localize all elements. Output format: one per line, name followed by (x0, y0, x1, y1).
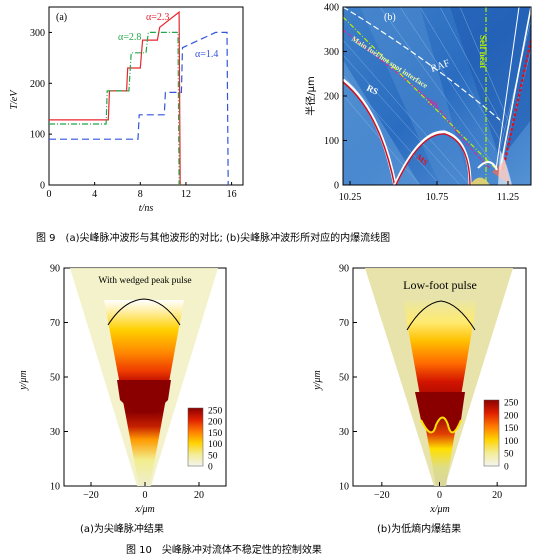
fig10-right-xtick-label: 20 (492, 490, 502, 501)
fig10-left-ytick-label: 90 (50, 264, 60, 275)
fig10-right-ytick-label: 70 (339, 318, 349, 329)
panel-a-ytick-label: 0 (40, 181, 45, 192)
fig10-right-ytick-label: 50 (339, 373, 349, 384)
fig10-right-colorbar-label: 250 (504, 399, 519, 409)
fig10-right-xlabel: x/μm (429, 504, 449, 515)
fig10-left-title: With wedged peak pulse (98, 276, 191, 286)
panel-a-tag: (a) (56, 12, 67, 23)
panel-a-ticks: 0 4 8 12 16 0 100 200 300 (30, 28, 237, 200)
panel-b-tag: (b) (384, 12, 396, 23)
panel-a-xtick-label: 4 (92, 189, 97, 200)
fig10-right-colorbar (483, 399, 500, 467)
panel-b-streamline-plot: 10.25 10.75 11.25 0 100 200 300 400 (b) 半径/μm R… (304, 3, 532, 204)
fig10-left-colorbar-label: 200 (208, 418, 223, 428)
panel-a-ytick-label: 100 (30, 130, 45, 141)
fig10-left-xtick-label: 20 (194, 490, 204, 501)
fig10-left-colorbar-label: 100 (208, 440, 223, 450)
panel-a-plot-frame (48, 6, 244, 186)
fig10-right-ytick-label: 30 (339, 427, 349, 438)
fig10-left-ytick-label: 30 (50, 427, 60, 438)
fig10-right-ylabel: y/μm (312, 370, 323, 390)
fig10-right-colorbar-label: 100 (504, 437, 519, 447)
figure10-caption: 图 10 尖峰脉冲对流体不稳定性的控制效果 (126, 545, 322, 556)
series-alpha-2-3 (49, 10, 181, 186)
fig10-right-colorbar-label: 50 (504, 450, 514, 460)
panel-b-ytick-label: 400 (324, 3, 339, 14)
figure10-left-subcaption: (a)为尖峰脉冲结果 (80, 524, 164, 535)
panel-a-xlabel: t/ns (139, 203, 154, 214)
panel-a-ytick-label: 200 (30, 79, 45, 90)
fig10-left-xlabel: x/μm (134, 504, 154, 515)
panel-a-xtick-label: 12 (181, 189, 191, 200)
panel-a-xtick-label: 8 (138, 189, 143, 200)
fig10-right-colorbar-ticks: 250 200 150 100 50 0 (504, 399, 519, 473)
panel-b-ytick-label: 200 (324, 92, 339, 103)
fig10-left-colorbar (187, 407, 204, 467)
fig10-right-ytick-label: 10 (339, 482, 349, 493)
panel-a-ytick-label: 300 (30, 28, 45, 39)
panel-b-ytick-label: 0 (334, 181, 339, 192)
fig10-right-xtick-label: −20 (374, 490, 390, 501)
panel-b-ytick-label: 100 (324, 136, 339, 147)
panel-b-ytick-label: 300 (324, 47, 339, 58)
series-alpha-1-4 (49, 31, 229, 186)
legend-alpha-2-8: α=2.8 (118, 32, 141, 43)
fig10-left-colorbar-label: 50 (208, 451, 218, 461)
fig10-left-colorbar-label: 0 (208, 463, 213, 473)
fig10-right-ticks: −20 0 20 10 30 50 70 90 (339, 264, 502, 502)
series-alpha-2-8 (49, 31, 180, 186)
panel-b-ylabel: 半径/μm (304, 76, 317, 115)
panel-b-xtick-label: 11.25 (497, 192, 519, 203)
panel-b-xtick-label: 10.25 (339, 192, 362, 203)
panel-a-line-chart: 0 4 8 12 16 0 100 200 300 (a) T/eV t/ns α=2.3 α=… (9, 6, 244, 214)
fig10-right-panel: −20 0 20 10 30 50 70 90 Low-foot pulse y/μm x/μ… (312, 264, 527, 515)
legend-alpha-2-3: α=2.3 (146, 12, 169, 23)
fig10-left-ylabel: y/μm (18, 370, 29, 390)
fig10-left-ytick-label: 70 (50, 318, 60, 329)
fig10-right-ytick-label: 90 (339, 264, 349, 275)
fig10-left-ticks: −20 0 20 10 30 50 70 90 (50, 264, 204, 502)
label-es: ES (427, 98, 440, 111)
panel-b-xtick-label: 10.75 (426, 192, 449, 203)
fig10-left-ytick-label: 10 (50, 482, 60, 493)
figure10-right-subcaption: (b)为低熵内爆结果 (377, 524, 462, 535)
fig10-left-xtick-label: 0 (143, 490, 148, 501)
fig10-right-xtick-label: 0 (437, 490, 442, 501)
fig10-right-colorbar-label: 0 (504, 463, 509, 473)
legend-alpha-1-4: α=1.4 (195, 49, 218, 60)
fig10-right-colorbar-label: 150 (504, 424, 519, 434)
fig10-left-xtick-label: −20 (83, 490, 99, 501)
fig10-left-colorbar-label: 250 (208, 407, 223, 417)
panel-a-xtick-label: 0 (47, 189, 52, 200)
fig10-left-ytick-label: 50 (50, 373, 60, 384)
panel-a-series (49, 10, 229, 186)
fig10-left-colorbar-label: 150 (208, 429, 223, 439)
panel-a-xtick-label: 16 (227, 189, 237, 200)
figure9-caption: 图 9 (a)尖峰脉冲波形与其他波形的对比; (b)尖峰脉冲波形所对应的内爆流线… (36, 233, 391, 244)
label-rs: RS (365, 83, 380, 97)
panel-a-ylabel: T/eV (9, 89, 20, 110)
label-self-heat: Self heat (478, 35, 488, 68)
panel-b-ticks: 10.25 10.75 11.25 0 100 200 300 400 (324, 3, 519, 204)
fig10-right-colorbar-label: 200 (504, 411, 519, 421)
fig10-right-title: Low-foot pulse (403, 278, 477, 292)
